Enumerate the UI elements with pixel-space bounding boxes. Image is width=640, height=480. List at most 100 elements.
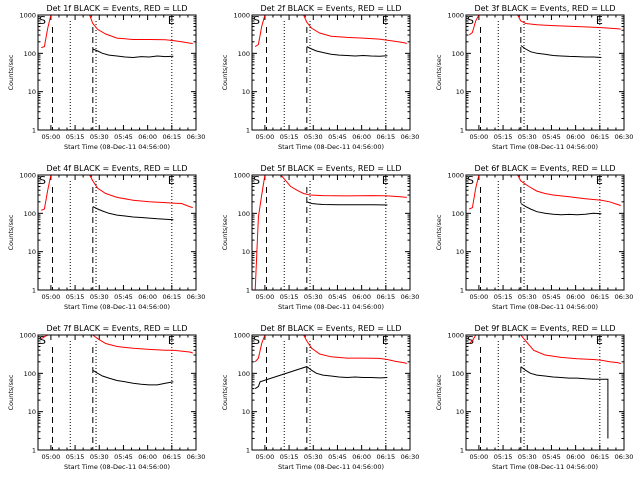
x-tick-label: 06:30 [187,133,206,141]
panel-title: Det 6f BLACK = Events, RED = LLD [474,164,615,173]
y-axis-label: Counts/sec [7,374,15,410]
x-axis-label: Start Time (08-Dec-11 04:56:00) [64,463,170,471]
x-tick-label: 06:15 [162,453,181,461]
y-tick-label: 1000 [447,332,464,340]
x-tick-label: 05:00 [42,293,61,301]
y-tick-label: 1000 [233,172,250,180]
y-tick-label: 10 [242,408,250,416]
panel-det-5f: Det 5f BLACK = Events, RED = LLD Counts/s… [221,164,419,311]
plot-frame [251,334,411,451]
plot-frame [37,334,197,451]
start-marker-label: S [39,334,46,347]
x-tick-label: 05:00 [470,453,489,461]
end-marker-label: E [168,174,175,187]
plot-frame [37,14,197,131]
y-tick-label: 1 [460,127,464,135]
y-tick-label: 100 [24,210,36,218]
x-tick-label: 05:30 [304,453,323,461]
y-tick-label: 10 [242,88,250,96]
x-tick-label: 05:45 [328,133,347,141]
y-tick-label: 10 [456,88,464,96]
y-tick-label: 1000 [447,172,464,180]
x-tick-label: 06:30 [401,133,420,141]
x-tick-label: 06:00 [352,453,371,461]
panel-det-3f: Det 3f BLACK = Events, RED = LLD Counts/s… [435,4,633,151]
panel-det-2f: Det 2f BLACK = Events, RED = LLD Counts/s… [221,4,419,151]
start-marker-label: S [253,14,260,27]
panel-title: Det 4f BLACK = Events, RED = LLD [46,164,187,173]
x-tick-label: 06:15 [376,453,395,461]
y-axis-label: Counts/sec [435,54,443,90]
end-marker-label: E [382,174,389,187]
y-tick-label: 1000 [233,12,250,20]
x-tick-label: 05:45 [328,293,347,301]
y-axis-label: Counts/sec [221,374,229,410]
x-tick-label: 05:45 [542,133,561,141]
start-marker-label: S [39,14,46,27]
y-tick-label: 100 [452,50,464,58]
y-tick-label: 10 [28,408,36,416]
plot-frame [37,174,197,291]
panel-det-6f: Det 6f BLACK = Events, RED = LLD Counts/s… [435,164,633,311]
y-tick-label: 10 [28,88,36,96]
y-axis-label: Counts/sec [221,54,229,90]
x-tick-label: 05:30 [518,453,537,461]
panel-title: Det 2f BLACK = Events, RED = LLD [260,4,401,13]
series-events-line [306,201,388,206]
series-lld-line [41,14,193,49]
x-tick-label: 05:45 [542,293,561,301]
panel-det-4f: Det 4f BLACK = Events, RED = LLD Counts/s… [7,164,205,311]
start-marker-label: S [467,334,474,347]
plot-frame [465,174,625,291]
y-tick-label: 100 [24,370,36,378]
y-tick-label: 10 [242,248,250,256]
x-tick-label: 06:00 [352,293,371,301]
series-lld-line [254,334,407,364]
start-marker-label: S [253,174,260,187]
panel-title: Det 3f BLACK = Events, RED = LLD [474,4,615,13]
y-tick-label: 10 [456,408,464,416]
y-tick-label: 1 [32,287,36,295]
x-tick-label: 06:15 [590,453,609,461]
y-tick-label: 1 [32,127,36,135]
start-marker-label: S [39,174,46,187]
x-tick-label: 06:00 [566,453,585,461]
end-marker-label: E [596,334,603,347]
y-tick-label: 1 [460,287,464,295]
x-tick-label: 05:15 [494,293,513,301]
end-marker-label: E [596,14,603,27]
x-tick-label: 06:15 [376,133,395,141]
x-tick-label: 05:30 [90,453,109,461]
x-tick-label: 05:15 [66,453,85,461]
series-events-line [520,366,609,439]
y-tick-label: 100 [238,50,250,58]
x-tick-label: 05:15 [494,453,513,461]
series-events-line [92,48,174,59]
x-tick-label: 06:15 [590,293,609,301]
plot-frame [465,334,625,451]
y-tick-label: 100 [24,50,36,58]
x-tick-label: 05:30 [304,133,323,141]
x-tick-label: 06:00 [138,293,157,301]
y-tick-label: 1000 [447,12,464,20]
x-tick-label: 05:15 [280,453,299,461]
panel-title: Det 8f BLACK = Events, RED = LLD [260,324,401,333]
x-tick-label: 05:00 [256,293,275,301]
x-tick-label: 06:30 [615,453,634,461]
y-tick-label: 100 [238,210,250,218]
x-tick-label: 05:30 [304,293,323,301]
y-axis-label: Counts/sec [7,54,15,90]
x-tick-label: 05:15 [494,133,513,141]
x-axis-label: Start Time (08-Dec-11 04:56:00) [492,143,598,151]
panel-det-7f: Det 7f BLACK = Events, RED = LLD Counts/s… [7,324,205,471]
x-tick-label: 06:00 [138,453,157,461]
end-marker-label: E [168,334,175,347]
x-tick-label: 05:15 [280,293,299,301]
start-marker-label: S [253,334,260,347]
x-tick-label: 05:00 [470,133,489,141]
x-tick-label: 06:00 [566,133,585,141]
y-tick-label: 1 [32,447,36,455]
x-tick-label: 05:30 [518,293,537,301]
x-axis-label: Start Time (08-Dec-11 04:56:00) [492,463,598,471]
y-tick-label: 1000 [19,12,36,20]
